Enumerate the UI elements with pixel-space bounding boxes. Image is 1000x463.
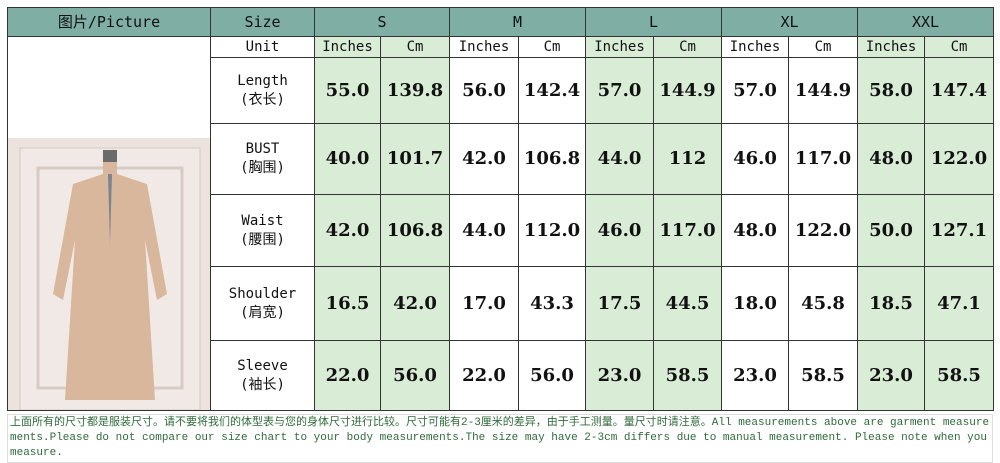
size-s-header: S bbox=[314, 7, 450, 37]
measurement-value: 144.9 bbox=[788, 57, 858, 124]
measurement-value: 46.0 bbox=[721, 123, 789, 195]
size-xxl-header: XXL bbox=[857, 7, 994, 37]
measurement-value: 40.0 bbox=[314, 123, 381, 195]
measurement-value: 16.5 bbox=[314, 266, 381, 341]
picture-header: 图片/Picture bbox=[7, 7, 211, 37]
measurement-value: 55.0 bbox=[314, 57, 381, 124]
measurement-value: 58.5 bbox=[653, 340, 722, 411]
measurement-note: 上面所有的尺寸都是服装尺寸。请不要将我们的体型表与您的身体尺寸进行比较。尺寸可能… bbox=[7, 414, 993, 463]
measurement-value: 112.0 bbox=[518, 194, 586, 267]
unit-inches: Inches bbox=[857, 36, 925, 58]
label-zh: (肩宽) bbox=[240, 304, 285, 321]
measurement-value: 144.9 bbox=[653, 57, 722, 124]
unit-cm: Cm bbox=[653, 36, 722, 58]
size-header: Size bbox=[210, 7, 315, 37]
measurement-value: 147.4 bbox=[924, 57, 994, 124]
measurement-value: 58.5 bbox=[924, 340, 994, 411]
measurement-value: 22.0 bbox=[449, 340, 519, 411]
measurement-value: 58.5 bbox=[788, 340, 858, 411]
measurement-value: 43.3 bbox=[518, 266, 586, 341]
measurement-value: 18.5 bbox=[857, 266, 925, 341]
measurement-value: 117.0 bbox=[653, 194, 722, 267]
measurement-value: 44.5 bbox=[653, 266, 722, 341]
product-picture bbox=[7, 36, 211, 411]
measurement-value: 142.4 bbox=[518, 57, 586, 124]
measurement-row: Waist (腰围) 42.0 106.8 44.0 112.0 46.0 117.0 48.0… bbox=[8, 194, 994, 267]
measurement-value: 127.1 bbox=[924, 194, 994, 267]
measurement-value: 117.0 bbox=[788, 123, 858, 195]
measurement-value: 45.8 bbox=[788, 266, 858, 341]
measurement-value: 57.0 bbox=[721, 57, 789, 124]
measurement-value: 23.0 bbox=[721, 340, 789, 411]
measurement-value: 48.0 bbox=[857, 123, 925, 195]
measurement-value: 22.0 bbox=[314, 340, 381, 411]
label-en: Sleeve bbox=[237, 357, 288, 374]
measurement-value: 112 bbox=[653, 123, 722, 195]
header-row: 图片/Picture Size S M L XL XXL bbox=[7, 7, 994, 37]
measurement-value: 58.0 bbox=[857, 57, 925, 124]
measurement-value: 56.0 bbox=[449, 57, 519, 124]
measurement-label: BUST (胸围) bbox=[210, 123, 315, 195]
unit-inches: Inches bbox=[585, 36, 654, 58]
label-zh: (胸围) bbox=[240, 160, 285, 176]
label-en: Length bbox=[237, 72, 288, 89]
unit-row: Unit Inches Cm Inches Cm Inches Cm Inches Cm… bbox=[7, 36, 994, 411]
unit-label: Unit bbox=[210, 36, 315, 58]
measurement-value: 42.0 bbox=[449, 123, 519, 195]
measurement-value: 47.1 bbox=[924, 266, 994, 341]
measurement-value: 56.0 bbox=[380, 340, 450, 411]
measurement-label: Waist (腰围) bbox=[210, 194, 315, 267]
measurement-value: 44.0 bbox=[449, 194, 519, 267]
measurement-value: 139.8 bbox=[380, 57, 450, 124]
measurement-value: 122.0 bbox=[924, 123, 994, 195]
label-zh: (衣长) bbox=[240, 91, 285, 108]
size-xl-header: XL bbox=[721, 7, 858, 37]
measurement-value: 48.0 bbox=[721, 194, 789, 267]
measurement-value: 50.0 bbox=[857, 194, 925, 267]
unit-cm: Cm bbox=[518, 36, 586, 58]
measurement-value: 23.0 bbox=[585, 340, 654, 411]
measurement-value: 23.0 bbox=[857, 340, 925, 411]
unit-cm: Cm bbox=[380, 36, 450, 58]
measurement-value: 46.0 bbox=[585, 194, 654, 267]
measurement-value: 106.8 bbox=[518, 123, 586, 195]
size-l-header: L bbox=[585, 7, 722, 37]
measurement-value: 101.7 bbox=[380, 123, 450, 195]
measurement-value: 42.0 bbox=[380, 266, 450, 341]
measurement-value: 17.0 bbox=[449, 266, 519, 341]
label-en: Waist bbox=[241, 212, 284, 229]
measurement-value: 57.0 bbox=[585, 57, 654, 124]
unit-inches: Inches bbox=[314, 36, 381, 58]
measurement-row: Sleeve (袖长) 22.0 56.0 22.0 56.0 23.0 58.5 23.0 58… bbox=[8, 340, 994, 411]
unit-cm: Cm bbox=[788, 36, 858, 58]
measurement-value: 18.0 bbox=[721, 266, 789, 341]
measurement-label: Sleeve (袖长) bbox=[210, 340, 315, 411]
size-chart-table: 图片/Picture Size S M L XL XXL Unit Inches… bbox=[7, 7, 994, 411]
measurement-row: Length (衣长) 55.0 139.8 56.0 142.4 57.0 144.9 57.… bbox=[8, 57, 994, 124]
label-zh: (袖长) bbox=[240, 376, 285, 393]
dress-image bbox=[8, 138, 210, 410]
unit-cm: Cm bbox=[924, 36, 994, 58]
label-en: BUST bbox=[245, 141, 280, 157]
label-en: Shoulder bbox=[228, 285, 297, 302]
unit-inches: Inches bbox=[449, 36, 519, 58]
measurement-value: 122.0 bbox=[788, 194, 858, 267]
unit-inches: Inches bbox=[721, 36, 789, 58]
measurement-value: 56.0 bbox=[518, 340, 586, 411]
measurement-value: 44.0 bbox=[585, 123, 654, 195]
label-zh: (腰围) bbox=[240, 231, 285, 248]
measurement-row: Shoulder (肩宽) 16.5 42.0 17.0 43.3 17.5 44.5 18.0… bbox=[8, 266, 994, 341]
measurement-value: 17.5 bbox=[585, 266, 654, 341]
measurement-label: Shoulder (肩宽) bbox=[210, 266, 315, 341]
measurement-row: BUST (胸围) 40.0 101.7 42.0 106.8 44.0 112 46.0 117… bbox=[8, 123, 994, 195]
size-m-header: M bbox=[449, 7, 586, 37]
measurement-label: Length (衣长) bbox=[210, 57, 315, 124]
measurement-value: 42.0 bbox=[314, 194, 381, 267]
measurement-value: 106.8 bbox=[380, 194, 450, 267]
